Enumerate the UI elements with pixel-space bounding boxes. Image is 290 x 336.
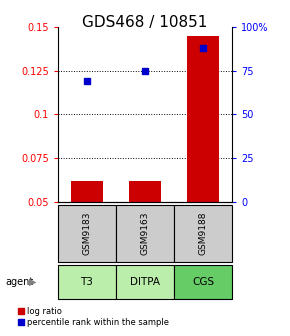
- Text: agent: agent: [6, 277, 34, 287]
- Text: T3: T3: [81, 277, 93, 287]
- Bar: [174, 205, 232, 262]
- Bar: [174, 265, 232, 299]
- Text: ▶: ▶: [29, 277, 37, 287]
- Bar: [116, 205, 174, 262]
- Bar: [58, 265, 116, 299]
- Bar: [116, 265, 174, 299]
- Text: GSM9188: GSM9188: [198, 212, 208, 255]
- Bar: [71, 181, 103, 202]
- Text: DITPA: DITPA: [130, 277, 160, 287]
- Text: GSM9183: GSM9183: [82, 212, 92, 255]
- Text: CGS: CGS: [192, 277, 214, 287]
- Bar: [58, 205, 116, 262]
- Legend: log ratio, percentile rank within the sample: log ratio, percentile rank within the sa…: [19, 306, 169, 327]
- Text: GSM9163: GSM9163: [140, 212, 150, 255]
- Bar: [187, 36, 219, 202]
- Text: GDS468 / 10851: GDS468 / 10851: [82, 15, 208, 30]
- Bar: [129, 181, 161, 202]
